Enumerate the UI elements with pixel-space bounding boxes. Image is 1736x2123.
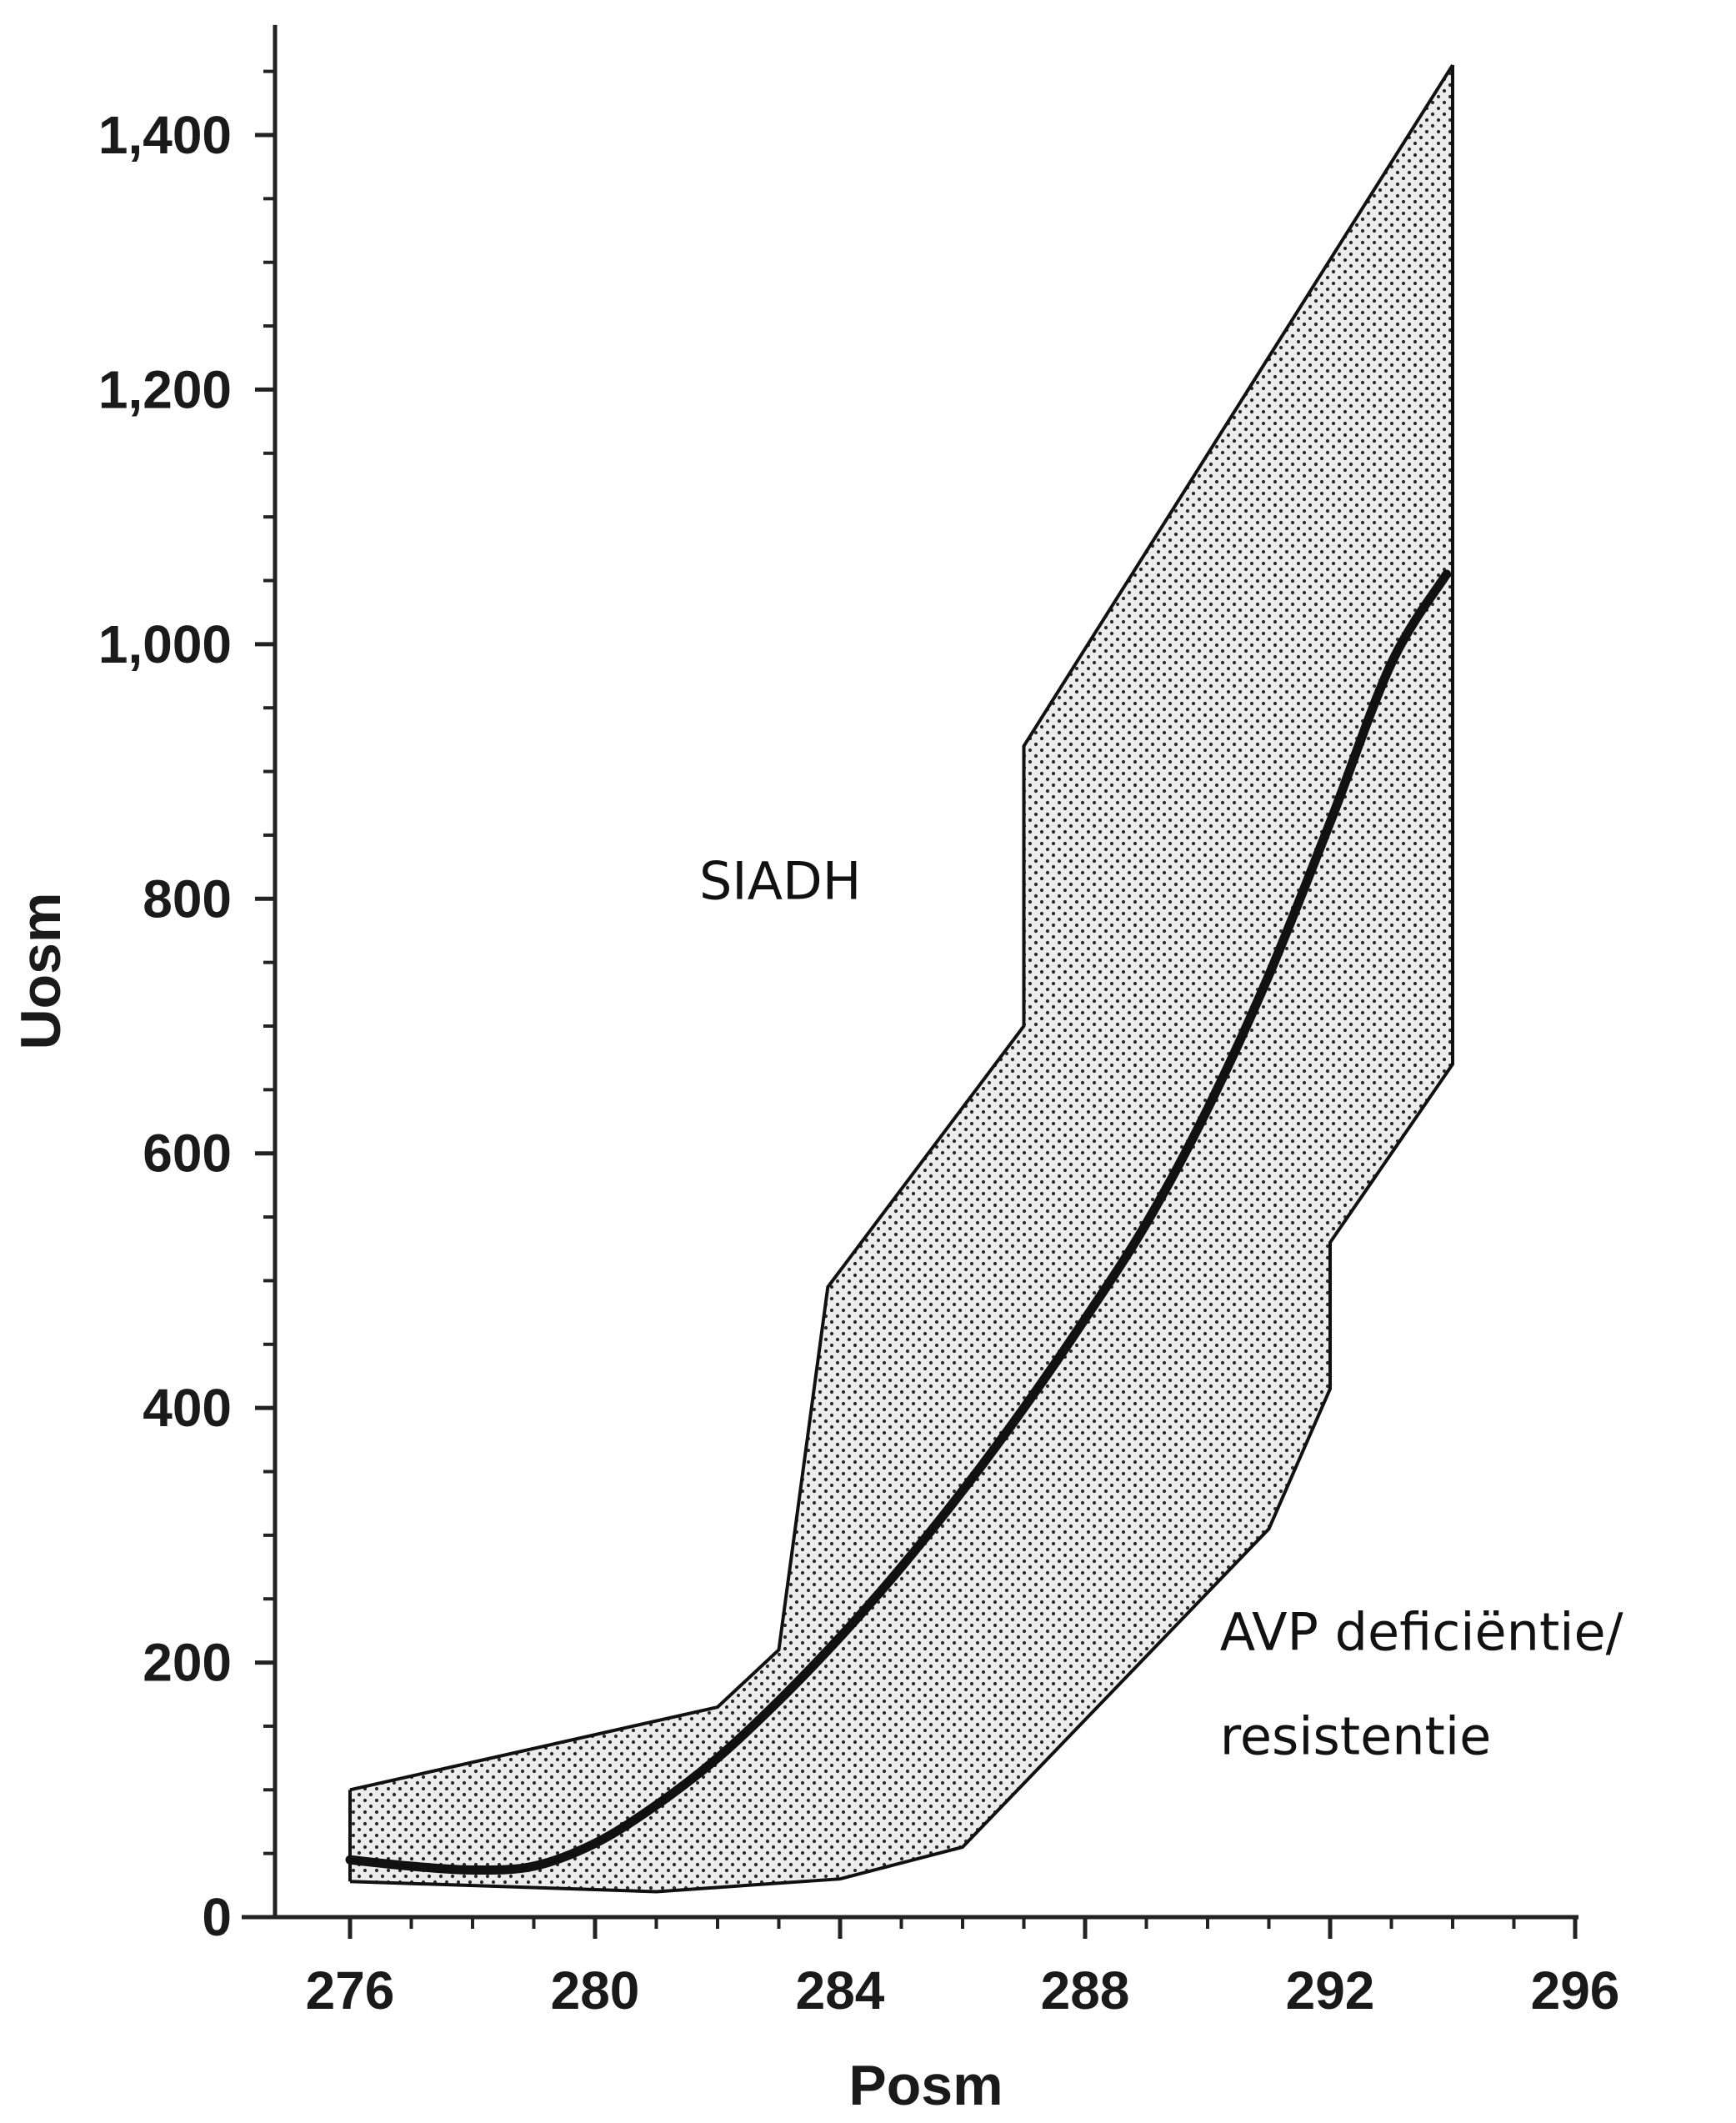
x-tick-label: 276 (306, 1960, 395, 2020)
x-tick-label: 296 (1531, 1960, 1620, 2020)
y-tick-label: 1,200 (98, 359, 232, 419)
reference-band-stipple (350, 65, 1453, 1892)
y-tick-label: 600 (143, 1124, 232, 1184)
x-axis-title: Posm (848, 2054, 1003, 2117)
y-tick-label: 0 (202, 1887, 232, 1947)
y-tick-label: 800 (143, 869, 232, 929)
reference-band (348, 63, 1454, 1894)
axes (242, 24, 1578, 1920)
y-axis-ticks: 0 200 400 600 800 1,000 1,200 1,400 (98, 69, 275, 1947)
x-tick-label: 284 (796, 1960, 885, 2020)
y-tick-label: 1,000 (98, 614, 232, 674)
avp-deficiency-annotation: AVP deficiëntie/ (1220, 1601, 1623, 1662)
lower-boundary-line (349, 694, 1454, 1894)
upper-boundary-line (349, 63, 1454, 1792)
mean-curve-line (345, 569, 1452, 1875)
y-tick-label: 1,400 (98, 105, 232, 165)
resistance-annotation: resistentie (1220, 1706, 1492, 1767)
y-axis-title: Uosm (9, 893, 73, 1050)
x-tick-label: 292 (1286, 1960, 1375, 2020)
y-tick-label: 200 (143, 1633, 232, 1693)
x-axis-ticks: 276 280 284 288 292 296 (306, 1917, 1620, 2020)
siadh-annotation: SIADH (699, 850, 861, 911)
x-tick-label: 280 (551, 1960, 640, 2020)
y-tick-label: 400 (143, 1378, 232, 1438)
x-tick-label: 288 (1041, 1960, 1130, 2020)
